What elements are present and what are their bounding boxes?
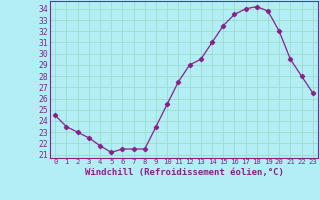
X-axis label: Windchill (Refroidissement éolien,°C): Windchill (Refroidissement éolien,°C) — [84, 168, 284, 177]
